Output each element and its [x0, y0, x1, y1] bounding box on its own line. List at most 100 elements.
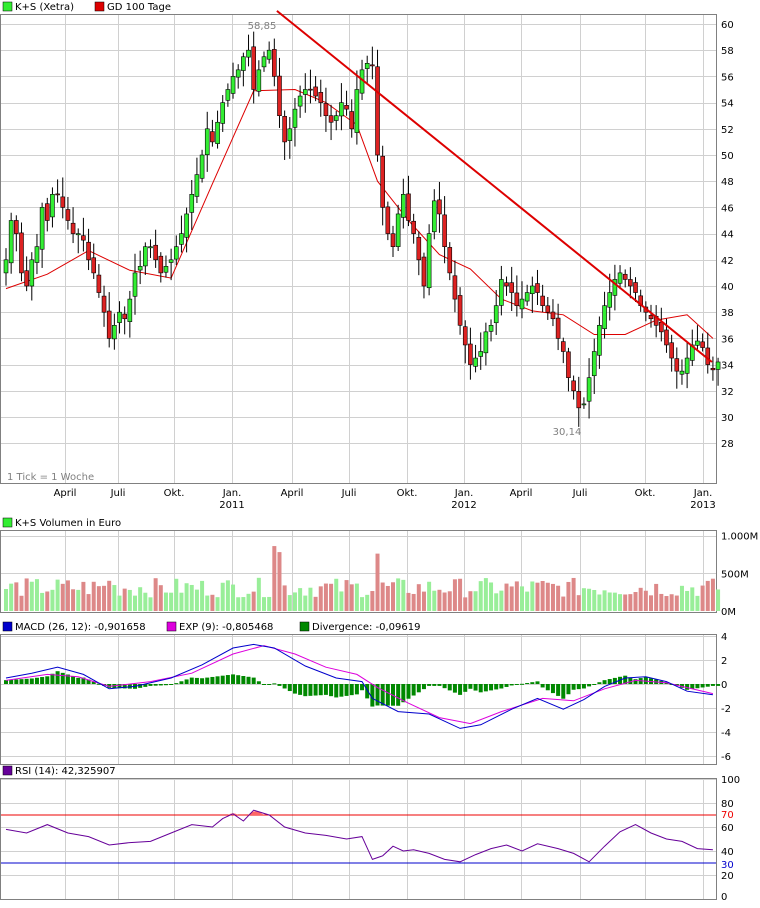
candle-body [468, 343, 473, 365]
divergence-bar [354, 684, 359, 695]
volume-bar [685, 590, 690, 611]
divergence-bar [138, 684, 143, 688]
volume-bar [463, 597, 468, 611]
divergence-bar [189, 677, 194, 684]
volume-bar [163, 592, 168, 611]
divergence-bar [504, 684, 509, 687]
divergence-bar [277, 684, 282, 686]
divergence-bar [256, 681, 261, 684]
divergence-bar [344, 684, 349, 696]
candle-body [220, 102, 226, 124]
divergence-bar [581, 684, 586, 689]
divergence-bar [468, 684, 473, 689]
volume-bar [509, 586, 514, 611]
candle-body [375, 66, 380, 156]
volume-bar [287, 595, 292, 611]
candle-body [122, 313, 127, 320]
x-tick-month: Juli [572, 488, 588, 499]
candle-body [540, 295, 545, 306]
divergence-bar [215, 676, 220, 684]
volume-bar [483, 578, 488, 611]
divergence-bar [401, 684, 406, 703]
candle-body [225, 89, 231, 101]
candle-body [679, 370, 685, 375]
divergence-bar [607, 679, 612, 684]
candle-body [292, 108, 298, 128]
candle-body [158, 255, 164, 274]
volume-bar [169, 592, 174, 611]
candle-body [684, 357, 690, 374]
volume-bar [24, 578, 29, 611]
candle-body [34, 246, 40, 263]
y-tick-label: 500M [721, 569, 749, 580]
volume-bar [148, 597, 153, 611]
candle-body [39, 207, 45, 250]
candle-body [235, 69, 241, 78]
volume-bar [14, 582, 19, 611]
volume-bar [189, 584, 194, 611]
divergence-bar [416, 684, 421, 693]
candle-body [488, 324, 494, 332]
volume-bar [210, 594, 215, 611]
volume-bar [76, 589, 81, 611]
divergence-bar [695, 684, 700, 689]
y-tick-label: 52 [721, 125, 734, 136]
rsi-overbought-fill [248, 811, 264, 815]
y-tick-label: 2 [721, 656, 727, 667]
sma-100-line [5, 88, 714, 339]
volume-bar [602, 590, 607, 611]
divergence-bar [576, 684, 581, 690]
volume-panel-frame [0, 530, 717, 613]
y-tick-label: 20 [721, 871, 734, 882]
candle-body [550, 311, 556, 320]
candle-body [297, 95, 303, 107]
candle-body [659, 321, 664, 333]
candle-body [354, 89, 360, 133]
candle-body [431, 200, 437, 233]
candle-body [442, 214, 447, 247]
divergence-bar [163, 684, 168, 686]
candle-body [597, 324, 602, 356]
candle-body [576, 391, 582, 409]
rsi-legend-swatch [2, 765, 13, 776]
divergence-bar [45, 676, 50, 684]
volume-bar [700, 585, 705, 611]
divergence-bar [452, 684, 457, 693]
candle-body [168, 259, 174, 263]
volume-bar [267, 596, 272, 611]
y-tick-label: 54 [721, 99, 734, 110]
volume-bar [277, 552, 282, 611]
candle-body [50, 194, 55, 218]
high-annotation: 58,85 [248, 21, 277, 32]
divergence-bar [55, 671, 60, 684]
candle-body [313, 86, 318, 97]
divergence-bar [447, 684, 452, 691]
volume-bar [158, 585, 163, 611]
divergence-bar [241, 676, 246, 684]
volume-bar [354, 583, 359, 611]
y-tick-label: 0 [721, 680, 727, 691]
volume-bar [447, 591, 452, 611]
candle-body [586, 377, 592, 402]
candle-body [715, 361, 721, 370]
volume-bar [674, 595, 679, 611]
y-tick-label: 34 [721, 361, 734, 372]
exp-legend-swatch [166, 621, 177, 632]
divergence-bar [566, 684, 571, 695]
candle-body [395, 213, 401, 247]
divergence-bar [483, 684, 488, 692]
divergence-bar [375, 684, 380, 706]
volume-bar [468, 591, 473, 611]
y-tick-label: 40 [721, 282, 734, 293]
volume-bar [334, 578, 339, 611]
candle-body [96, 274, 102, 293]
volume-bar [241, 597, 246, 611]
tick-note: 1 Tick = 1 Woche [7, 472, 94, 483]
divergence-bar [360, 684, 365, 691]
divergence-bar [96, 683, 101, 685]
divergence-bar [530, 682, 535, 684]
y-tick-label: 60 [721, 823, 734, 834]
candle-body [499, 279, 504, 306]
candle-body [19, 232, 24, 274]
